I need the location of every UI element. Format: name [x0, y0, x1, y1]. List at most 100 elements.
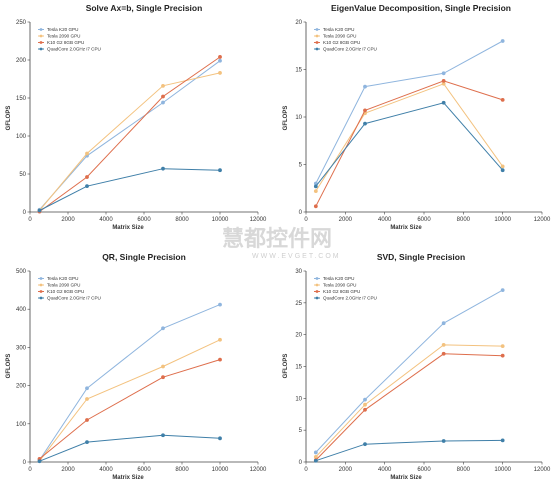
- x-tick-label: 8000: [457, 467, 471, 473]
- y-axis-label: GFLOPS: [283, 354, 289, 379]
- y-tick-label: 5: [299, 163, 303, 169]
- x-tick-label: 4000: [378, 467, 392, 473]
- legend-label: Tesla 2090 GPU: [47, 34, 80, 39]
- data-point: [218, 436, 222, 441]
- data-point: [313, 189, 318, 194]
- legend-label: QuadCore 2.0GHz i7 CPU: [47, 47, 101, 52]
- data-point: [218, 58, 222, 63]
- legend-label: QuadCore 2.0GHz i7 CPU: [47, 296, 101, 301]
- data-point: [85, 175, 89, 179]
- x-tick-label: 6000: [137, 467, 151, 473]
- data-point: [363, 84, 367, 89]
- series-line: [39, 72, 221, 211]
- data-point: [161, 433, 165, 438]
- data-point: [313, 204, 318, 209]
- data-point: [161, 375, 165, 380]
- x-tick-label: 0: [304, 217, 308, 223]
- legend-label: Tesla K20 GPU: [323, 276, 354, 281]
- data-point: [363, 108, 367, 113]
- x-tick-label: 12000: [534, 467, 551, 473]
- x-tick-label: 6000: [417, 217, 431, 223]
- legend-label: Tesla K20 GPU: [323, 27, 354, 32]
- legend-label: Tesla K20 GPU: [47, 276, 78, 281]
- x-tick-label: 8000: [175, 217, 189, 223]
- legend-swatch-marker: [315, 28, 319, 31]
- series-line: [315, 439, 503, 462]
- y-tick-label: 20: [295, 20, 302, 26]
- data-point: [85, 440, 89, 445]
- legend-swatch-marker: [39, 290, 43, 293]
- y-tick-label: 25: [295, 301, 302, 307]
- legend-item: QuadCore 2.0GHz i7 CPU: [38, 47, 101, 52]
- chart-panel: SVD, Single Precision 0 5 10 15 20 25 30 0 2000 40…: [283, 252, 551, 481]
- series-line: [39, 304, 221, 461]
- legend-swatch-marker: [39, 277, 43, 280]
- legend-item: K10 G2 8GB GPU: [38, 289, 84, 294]
- legend-item: Tesla 2090 GPU: [38, 283, 80, 288]
- series-tesla-2090-gpu: [313, 342, 505, 459]
- legend-item: Tesla K20 GPU: [38, 27, 78, 32]
- series-tesla-k20-gpu: [313, 39, 505, 186]
- data-point: [85, 386, 89, 391]
- series-line: [39, 168, 221, 211]
- series-quadcore-2-0ghz-i7-cpu: [313, 100, 505, 189]
- y-tick-label: 10: [295, 396, 302, 402]
- data-point: [441, 321, 446, 326]
- data-point: [161, 364, 165, 369]
- data-point: [500, 353, 505, 358]
- y-tick-label: 0: [299, 460, 303, 466]
- y-axis-label: GFLOPS: [6, 354, 12, 379]
- y-tick-label: 150: [16, 96, 27, 102]
- data-point: [441, 81, 446, 86]
- x-tick-label: 2000: [61, 467, 75, 473]
- data-point: [218, 168, 222, 173]
- series-line: [315, 80, 503, 207]
- data-point: [161, 326, 165, 331]
- legend-item: Tesla 2090 GPU: [38, 34, 80, 39]
- data-point: [161, 166, 165, 171]
- legend-swatch-marker: [315, 296, 319, 300]
- data-point: [85, 184, 89, 189]
- series-quadcore-2-0ghz-i7-cpu: [37, 433, 222, 464]
- data-point: [441, 71, 446, 76]
- series-quadcore-2-0ghz-i7-cpu: [37, 166, 222, 213]
- data-point: [363, 442, 367, 447]
- data-point: [313, 455, 318, 459]
- data-point: [500, 98, 505, 102]
- watermark-url: WWW.EVGET.COM: [252, 253, 341, 260]
- y-tick-label: 250: [16, 20, 27, 26]
- data-point: [441, 439, 446, 443]
- series-tesla-k20-gpu: [37, 58, 222, 212]
- legend-item: K10 G2 8GB GPU: [314, 289, 360, 294]
- series-line: [315, 102, 504, 187]
- series-line: [315, 353, 503, 461]
- x-tick-label: 0: [304, 467, 308, 473]
- x-tick-label: 10000: [494, 467, 511, 473]
- series-line: [315, 83, 504, 192]
- series-tesla-2090-gpu: [313, 81, 505, 194]
- legend-item: Tesla K20 GPU: [314, 27, 354, 32]
- y-tick-label: 10: [295, 115, 302, 121]
- legend-label: Tesla 2090 GPU: [47, 283, 80, 288]
- data-point: [363, 402, 367, 407]
- legend-swatch-marker: [315, 47, 319, 51]
- legend-item: K10 G2 8GB GPU: [38, 40, 84, 45]
- data-point: [441, 342, 446, 347]
- x-axis-label: Matrix Size: [112, 225, 144, 231]
- y-tick-label: 300: [16, 345, 27, 351]
- data-point: [363, 407, 367, 412]
- data-point: [37, 208, 42, 213]
- y-tick-label: 100: [16, 134, 27, 140]
- legend-label: Tesla 2090 GPU: [323, 34, 356, 39]
- y-tick-label: 400: [16, 307, 27, 313]
- chart-title: SVD, Single Precision: [377, 252, 465, 262]
- data-point: [37, 459, 42, 464]
- data-point: [500, 288, 505, 292]
- data-point: [218, 55, 222, 59]
- x-tick-label: 2000: [61, 217, 75, 223]
- legend-label: Tesla K20 GPU: [47, 27, 78, 32]
- legend-swatch-marker: [39, 28, 43, 31]
